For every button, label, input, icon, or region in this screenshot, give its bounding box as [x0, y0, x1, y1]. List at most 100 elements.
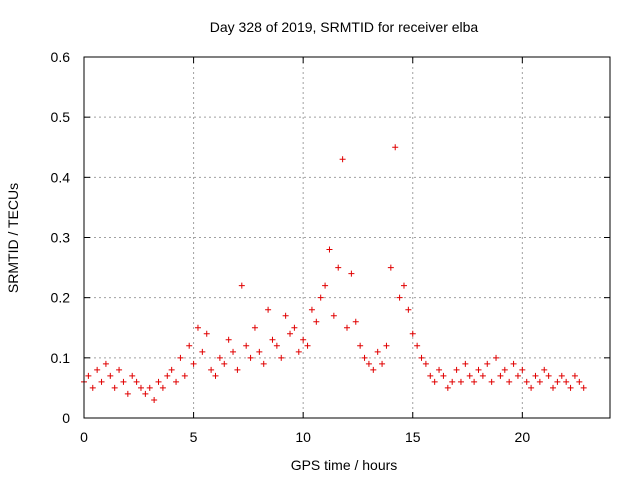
data-point	[357, 342, 364, 349]
x-axis-label: GPS time / hours	[291, 457, 398, 473]
data-point	[536, 378, 543, 385]
data-point	[514, 372, 521, 379]
data-point	[457, 378, 464, 385]
y-tick-label: 0.4	[51, 169, 71, 185]
data-point	[475, 366, 482, 373]
data-point	[392, 144, 399, 151]
data-point	[98, 378, 105, 385]
data-point	[208, 366, 215, 373]
data-point	[273, 342, 280, 349]
data-point	[335, 264, 342, 271]
data-point	[523, 378, 530, 385]
data-point	[383, 342, 390, 349]
data-point	[444, 384, 451, 391]
data-point	[94, 366, 101, 373]
data-point	[484, 360, 491, 367]
data-point	[488, 378, 495, 385]
data-point	[265, 306, 272, 313]
data-point	[304, 342, 311, 349]
data-point	[173, 378, 180, 385]
data-point	[269, 336, 276, 343]
data-point	[300, 336, 307, 343]
data-point	[194, 324, 201, 331]
data-point	[129, 372, 136, 379]
y-tick-label: 0.3	[51, 230, 71, 246]
data-point	[256, 348, 263, 355]
data-point	[278, 354, 285, 361]
data-point	[541, 366, 548, 373]
plot-frame	[83, 56, 611, 419]
data-point	[164, 372, 171, 379]
data-point	[344, 324, 350, 331]
y-tick-label: 0	[62, 410, 70, 426]
data-point	[348, 270, 355, 277]
data-point	[317, 294, 324, 301]
x-tick-label: 5	[190, 429, 198, 445]
data-point	[563, 378, 570, 385]
data-point	[550, 384, 557, 391]
data-point	[479, 372, 486, 379]
data-point	[400, 282, 407, 289]
data-point	[243, 342, 250, 349]
data-point	[107, 372, 114, 379]
data-point	[326, 246, 333, 253]
data-point	[580, 384, 587, 391]
data-point	[330, 312, 337, 319]
data-point	[554, 378, 561, 385]
data-point	[146, 384, 153, 391]
data-point	[352, 318, 359, 325]
data-point	[89, 384, 96, 391]
data-point	[282, 312, 289, 319]
data-points	[81, 144, 587, 403]
data-point	[308, 306, 315, 313]
x-tick-label: 15	[405, 429, 421, 445]
y-tick-label: 0.1	[51, 350, 71, 366]
data-point	[427, 372, 434, 379]
data-point	[558, 372, 565, 379]
grid-lines	[84, 57, 610, 418]
data-point	[519, 366, 526, 373]
data-point	[247, 354, 254, 361]
data-point	[370, 366, 377, 373]
data-point	[422, 360, 429, 367]
data-point	[124, 390, 131, 397]
data-point	[287, 330, 294, 337]
data-point	[576, 378, 583, 385]
data-point	[453, 366, 460, 373]
y-tick-label: 0.6	[51, 49, 71, 65]
data-point	[234, 366, 241, 373]
data-point	[471, 378, 478, 385]
data-point	[111, 384, 118, 391]
data-point	[142, 390, 149, 397]
data-point	[510, 360, 517, 367]
data-point	[260, 360, 267, 367]
data-point	[238, 282, 245, 289]
y-tick-label: 0.2	[51, 290, 71, 306]
x-tick-label: 20	[515, 429, 531, 445]
data-point	[295, 348, 302, 355]
data-point	[159, 384, 166, 391]
data-point	[449, 378, 456, 385]
data-point	[137, 384, 144, 391]
data-point	[374, 348, 381, 355]
data-point	[251, 324, 258, 331]
data-point	[120, 378, 127, 385]
data-point	[339, 156, 346, 163]
data-point	[379, 360, 386, 367]
y-axis: 0 0.1 0.2 0.3 0.4 0.5 0.6	[51, 49, 610, 426]
data-point	[181, 372, 188, 379]
chart-title: Day 328 of 2019, SRMTID for receiver elb…	[210, 19, 479, 35]
data-point	[567, 384, 574, 391]
data-point	[405, 306, 412, 313]
data-point	[230, 348, 237, 355]
data-point	[102, 360, 109, 367]
data-point	[396, 294, 403, 301]
data-point	[155, 378, 162, 385]
data-point	[497, 372, 504, 379]
data-point	[387, 264, 394, 271]
y-axis-label: SRMTID / TECUs	[5, 183, 21, 293]
x-tick-label: 0	[80, 429, 88, 445]
data-point	[199, 348, 206, 355]
data-point	[532, 372, 539, 379]
